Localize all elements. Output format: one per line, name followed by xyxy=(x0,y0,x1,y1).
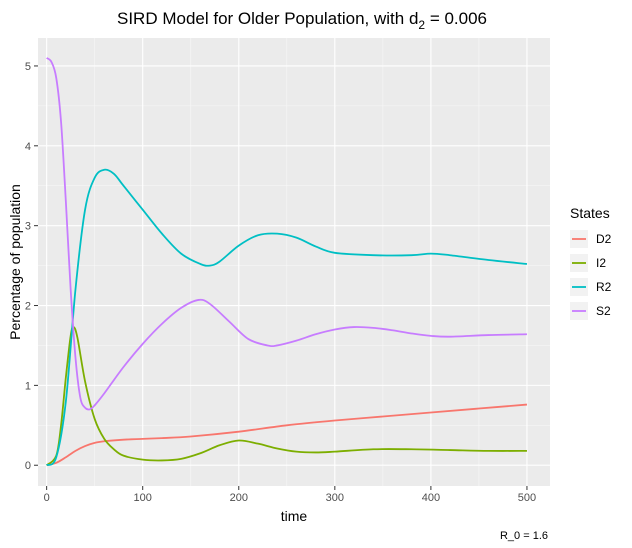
x-tick-label: 400 xyxy=(422,492,440,504)
y-tick-label: 1 xyxy=(25,380,31,392)
series-line-s2 xyxy=(46,57,527,411)
legend-label-r2: R2 xyxy=(596,280,612,294)
legend-label-d2: D2 xyxy=(596,232,612,246)
y-tick-label: 0 xyxy=(25,460,31,472)
x-tick-label: 0 xyxy=(44,492,50,504)
y-tick-label: 5 xyxy=(25,61,31,73)
chart-title: SIRD Model for Older Population, with d2… xyxy=(117,9,487,32)
plot-panel xyxy=(38,38,550,486)
y-axis-title: Percentage of population xyxy=(7,184,23,340)
legend-label-s2: S2 xyxy=(596,304,611,318)
x-tick-label: 300 xyxy=(326,492,344,504)
legend-label-i2: I2 xyxy=(596,256,606,270)
x-tick-label: 500 xyxy=(518,492,536,504)
chart-title-tail: = 0.006 xyxy=(425,9,487,28)
legend: D2 I2 R2 S2 xyxy=(570,230,612,320)
legend-title: States xyxy=(570,205,610,221)
y-tick-label: 4 xyxy=(25,141,31,153)
y-tick-label: 2 xyxy=(25,301,31,313)
chart-title-subscript: 2 xyxy=(418,18,425,32)
series-line-r2 xyxy=(46,168,528,467)
grid-lines xyxy=(38,38,550,486)
x-tick-label: 200 xyxy=(230,492,248,504)
caption-r0: R_0 = 1.6 xyxy=(500,530,548,542)
x-tick-label: 100 xyxy=(134,492,152,504)
chart-title-main: SIRD Model for Older Population, with d xyxy=(117,9,418,28)
y-tick-label: 3 xyxy=(25,221,31,233)
series-lines xyxy=(46,57,528,467)
x-axis-title: time xyxy=(281,508,308,524)
series-line-d2 xyxy=(46,403,528,467)
axis-ticks: 0 100 200 300 400 500 0 1 2 3 4 5 xyxy=(25,61,536,504)
